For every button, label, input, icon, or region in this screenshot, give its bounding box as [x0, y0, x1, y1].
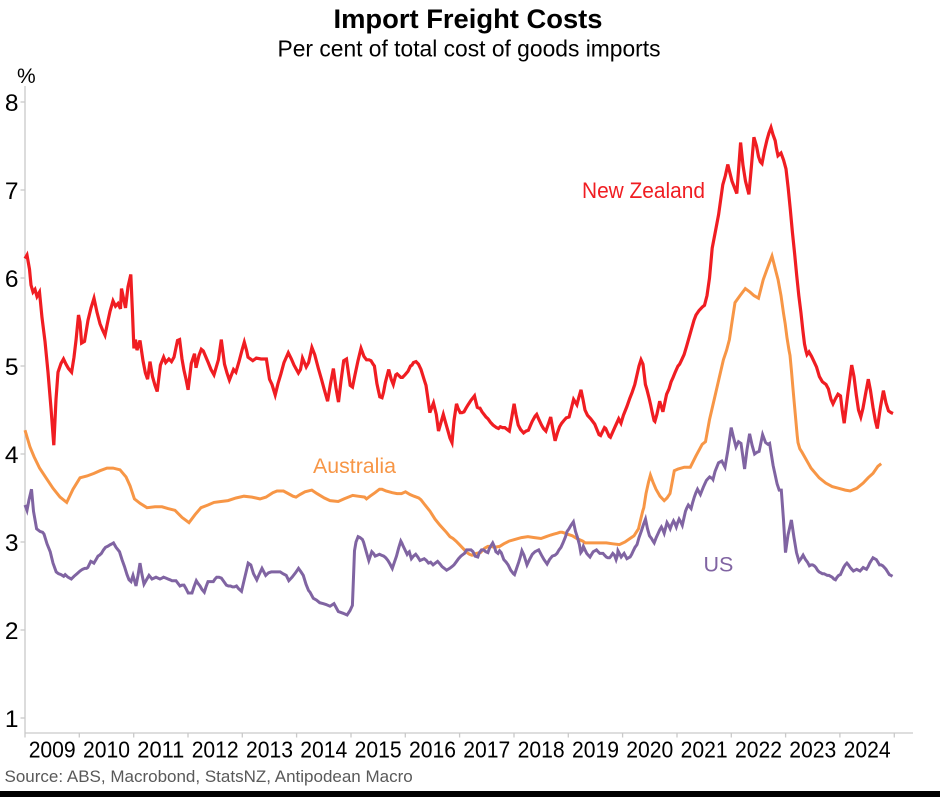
svg-text:Source: ABS, Macrobond, StatsN: Source: ABS, Macrobond, StatsNZ, Antipod… — [5, 767, 413, 786]
svg-text:6: 6 — [5, 266, 19, 293]
svg-text:2013: 2013 — [246, 737, 293, 763]
svg-text:New Zealand: New Zealand — [582, 178, 705, 203]
svg-text:2012: 2012 — [192, 737, 239, 763]
svg-text:2009: 2009 — [29, 737, 76, 763]
svg-text:2018: 2018 — [518, 737, 565, 763]
svg-text:2014: 2014 — [300, 737, 347, 763]
svg-text:%: % — [17, 65, 36, 88]
svg-text:8: 8 — [5, 90, 19, 117]
svg-text:2020: 2020 — [626, 737, 673, 763]
svg-text:3: 3 — [5, 530, 19, 557]
svg-text:7: 7 — [5, 178, 19, 205]
svg-text:Import Freight Costs: Import Freight Costs — [334, 4, 603, 34]
svg-text:2019: 2019 — [572, 737, 619, 763]
svg-text:2015: 2015 — [355, 737, 402, 763]
svg-text:1: 1 — [5, 706, 19, 733]
svg-text:2011: 2011 — [137, 737, 184, 763]
svg-text:2010: 2010 — [83, 737, 130, 763]
svg-text:2: 2 — [5, 618, 19, 645]
svg-text:5: 5 — [5, 354, 19, 381]
svg-text:2024: 2024 — [844, 737, 891, 763]
svg-text:Australia: Australia — [313, 455, 396, 478]
svg-text:Per cent of total cost of good: Per cent of total cost of goods imports — [278, 36, 661, 62]
svg-text:2023: 2023 — [789, 737, 836, 763]
svg-text:US: US — [704, 553, 734, 577]
svg-text:2017: 2017 — [463, 737, 510, 763]
svg-text:2022: 2022 — [735, 737, 782, 763]
svg-text:4: 4 — [5, 442, 19, 469]
svg-text:2016: 2016 — [409, 737, 456, 763]
svg-text:2021: 2021 — [681, 737, 728, 763]
